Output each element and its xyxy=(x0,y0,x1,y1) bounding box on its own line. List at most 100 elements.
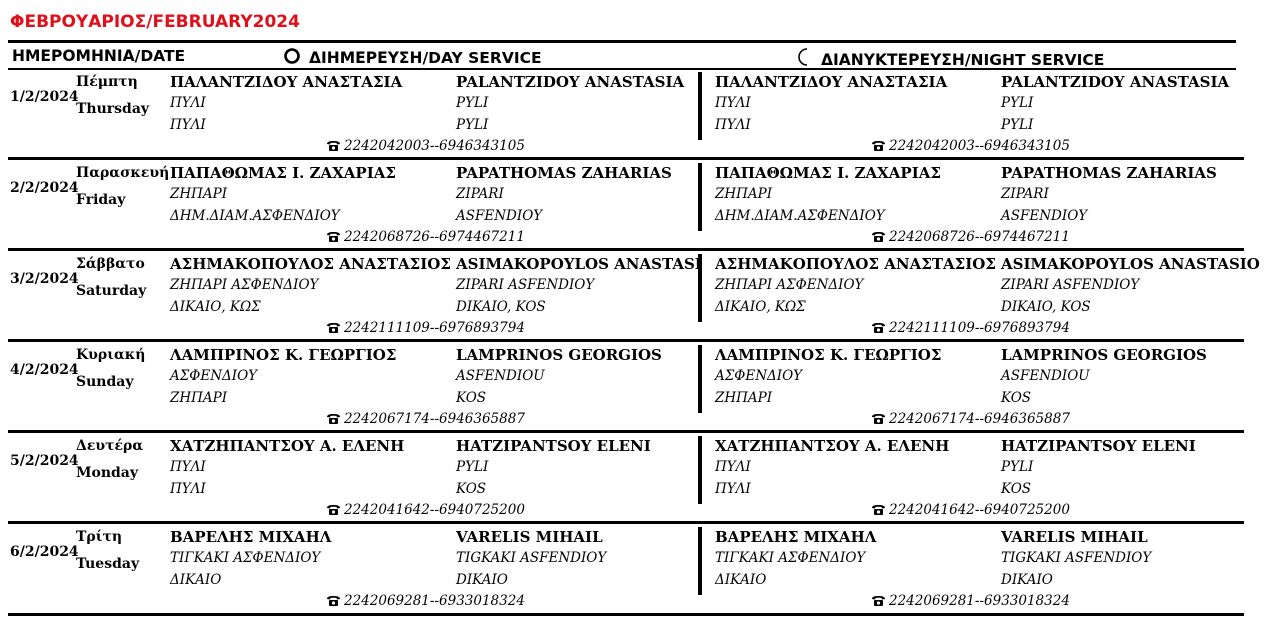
night-phone-number: 2242068726--6974467211 xyxy=(889,229,1070,245)
day-address-line1-english: ZIPARI xyxy=(456,186,504,202)
day-pharmacist-name-greek: ΠΑΠΑΘΩΜΑΣ Ι. ΖΑΧΑΡΙΑΣ xyxy=(170,164,396,182)
row-day-english: Thursday xyxy=(76,101,150,117)
row-date: 3/2/2024 xyxy=(10,271,79,287)
page-title: ΦΕΒΡΟΥΑΡΙΟΣ/FEBRUARY2024 xyxy=(10,12,300,32)
day-pharmacist-name-greek: ΛΑΜΠΡΙΝΟΣ Κ. ΓΕΩΡΓΙΟΣ xyxy=(170,346,397,364)
service-column-divider xyxy=(698,436,702,504)
night-service-label: ΔΙΑΝΥΚΤΕΡΕΥΣΗ/NIGHT SERVICE xyxy=(821,51,1105,69)
day-pharmacist-name-greek: ΑΣΗΜΑΚΟΠΟΥΛΟΣ ΑΝΑΣΤΑΣΙΟΣ xyxy=(170,255,451,273)
day-phone-number: 2242068726--6974467211 xyxy=(344,229,525,245)
header-top-rule xyxy=(8,40,1236,43)
row-day-english: Sunday xyxy=(76,374,134,390)
day-phone: 2242068726--6974467211 xyxy=(326,229,525,247)
day-address-line2-greek: ΠΥΛΙ xyxy=(170,481,206,497)
night-phone: 2242067174--6946365887 xyxy=(871,411,1070,429)
telephone-icon xyxy=(326,140,341,156)
night-address-line1-greek: ΠΥΛΙ xyxy=(715,459,751,475)
schedule-row: 3/2/2024 Σάββατο Saturday ΑΣΗΜΑΚΟΠΟΥΛΟΣ ΑΝΑ… xyxy=(0,254,1270,342)
row-divider xyxy=(8,521,1244,524)
night-address-line1-greek: ΑΣΦΕΝΔΙΟΥ xyxy=(715,368,803,384)
night-address-line2-greek: ΔΗΜ.ΔΙΑΜ.ΑΣΦΕΝΔΙΟΥ xyxy=(715,208,885,224)
day-phone-number: 2242111109--6976893794 xyxy=(344,320,525,336)
night-address-line1-greek: ΤΙΓΚΑΚΙ ΑΣΦΕΝΔΙΟΥ xyxy=(715,550,866,566)
schedule-row: 1/2/2024 Πέμπτη Thursday ΠΑΛΑΝΤΖΙΔΟΥ ΑΝΑΣΤΑ… xyxy=(0,72,1270,160)
day-pharmacist-name-english: HATZIPANTSOY ELENI xyxy=(456,437,651,455)
service-column-divider xyxy=(698,72,702,140)
day-address-line2-english: KOS xyxy=(456,390,487,406)
night-phone: 2242069281--6933018324 xyxy=(871,593,1070,611)
row-day-english: Friday xyxy=(76,192,126,208)
day-address-line2-english: KOS xyxy=(456,481,487,497)
night-address-line1-greek: ΠΥΛΙ xyxy=(715,95,751,111)
night-address-line1-english: TIGKAKI ASFENDIOY xyxy=(1001,550,1152,566)
day-address-line1-english: ZIPARI ASFENDIOY xyxy=(456,277,595,293)
day-phone: 2242041642--6940725200 xyxy=(326,502,525,520)
row-date: 2/2/2024 xyxy=(10,180,79,196)
telephone-icon xyxy=(326,595,341,611)
day-address-line1-english: PYLI xyxy=(456,95,489,111)
service-column-divider xyxy=(698,345,702,413)
crescent-moon-icon xyxy=(795,47,813,71)
day-service-header: ΔΙΗΜΕΡΕΥΣΗ/DAY SERVICE xyxy=(283,47,542,69)
row-date: 4/2/2024 xyxy=(10,362,79,378)
day-address-line1-greek: ΖΗΠΑΡΙ xyxy=(170,186,228,202)
day-phone-number: 2242041642--6940725200 xyxy=(344,502,525,518)
row-day-greek: Τρίτη xyxy=(76,529,123,545)
night-pharmacist-name-english: PAPATHOMAS ZAHARIAS xyxy=(1001,164,1217,182)
night-address-line2-english: DIKAIO, KOS xyxy=(1001,299,1091,315)
night-address-line2-english: KOS xyxy=(1001,481,1032,497)
service-column-divider xyxy=(698,163,702,231)
night-pharmacist-name-greek: ΑΣΗΜΑΚΟΠΟΥΛΟΣ ΑΝΑΣΤΑΣΙΟΣ xyxy=(715,255,996,273)
row-date: 6/2/2024 xyxy=(10,544,79,560)
night-address-line1-greek: ΖΗΠΑΡΙ xyxy=(715,186,773,202)
night-address-line2-english: ASFENDIOY xyxy=(1001,208,1088,224)
sun-circle-icon xyxy=(283,47,301,69)
night-pharmacist-name-greek: ΠΑΠΑΘΩΜΑΣ Ι. ΖΑΧΑΡΙΑΣ xyxy=(715,164,941,182)
night-address-line1-english: ASFENDIOU xyxy=(1001,368,1090,384)
row-day-english: Tuesday xyxy=(76,556,140,572)
row-day-greek: Παρασκευή xyxy=(76,165,170,181)
day-address-line2-greek: ΔΗΜ.ΔΙΑΜ.ΑΣΦΕΝΔΙΟΥ xyxy=(170,208,340,224)
day-pharmacist-name-english: PAPATHOMAS ZAHARIAS xyxy=(456,164,672,182)
schedule-row: 2/2/2024 Παρασκευή Friday ΠΑΠΑΘΩΜΑΣ Ι. ΖΑΧΑ… xyxy=(0,163,1270,251)
night-pharmacist-name-greek: ΛΑΜΠΡΙΝΟΣ Κ. ΓΕΩΡΓΙΟΣ xyxy=(715,346,942,364)
header-bottom-rule xyxy=(8,68,1236,70)
date-column-header: ΗΜΕΡΟΜΗΝΙΑ/DATE xyxy=(12,47,186,65)
night-phone-number: 2242067174--6946365887 xyxy=(889,411,1070,427)
night-pharmacist-name-english: HATZIPANTSOY ELENI xyxy=(1001,437,1196,455)
night-address-line2-greek: ΔΙΚΑΙΟ xyxy=(715,572,767,588)
telephone-icon xyxy=(871,231,886,247)
night-address-line2-greek: ΔΙΚΑΙΟ, ΚΩΣ xyxy=(715,299,806,315)
night-address-line2-greek: ΠΥΛΙ xyxy=(715,481,751,497)
night-address-line1-english: PYLI xyxy=(1001,459,1034,475)
day-address-line1-greek: ΠΥΛΙ xyxy=(170,459,206,475)
day-phone-number: 2242067174--6946365887 xyxy=(344,411,525,427)
day-address-line1-english: TIGKAKI ASFENDIOY xyxy=(456,550,607,566)
day-pharmacist-name-greek: ΠΑΛΑΝΤΖΙΔΟΥ ΑΝΑΣΤΑΣΙΑ xyxy=(170,73,403,91)
row-divider xyxy=(8,430,1244,433)
day-address-line2-english: DIKAIO, KOS xyxy=(456,299,546,315)
night-address-line1-english: ZIPARI ASFENDIOY xyxy=(1001,277,1140,293)
row-day-greek: Δευτέρα xyxy=(76,438,144,454)
service-column-divider xyxy=(698,527,702,595)
row-day-english: Monday xyxy=(76,465,139,481)
night-phone-number: 2242069281--6933018324 xyxy=(889,593,1070,609)
night-phone: 2242068726--6974467211 xyxy=(871,229,1070,247)
day-pharmacist-name-greek: ΧΑΤΖΗΠΑΝΤΣΟΥ Α. ΕΛΕΝΗ xyxy=(170,437,405,455)
telephone-icon xyxy=(326,413,341,429)
day-address-line1-english: PYLI xyxy=(456,459,489,475)
telephone-icon xyxy=(326,504,341,520)
telephone-icon xyxy=(871,322,886,338)
telephone-icon xyxy=(326,231,341,247)
day-pharmacist-name-english: PALANTZIDOY ANASTASIA xyxy=(456,73,685,91)
day-address-line2-greek: ΔΙΚΑΙΟ xyxy=(170,572,222,588)
day-address-line1-english: ASFENDIOU xyxy=(456,368,545,384)
night-service-header: ΔΙΑΝΥΚΤΕΡΕΥΣΗ/NIGHT SERVICE xyxy=(795,47,1104,71)
row-date: 1/2/2024 xyxy=(10,89,79,105)
telephone-icon xyxy=(871,595,886,611)
night-address-line2-english: DIKAIO xyxy=(1001,572,1053,588)
day-address-line2-english: PYLI xyxy=(456,117,489,133)
row-day-greek: Σάββατο xyxy=(76,256,145,272)
night-pharmacist-name-english: VARELIS MIHAIL xyxy=(1001,528,1148,546)
day-phone: 2242069281--6933018324 xyxy=(326,593,525,611)
